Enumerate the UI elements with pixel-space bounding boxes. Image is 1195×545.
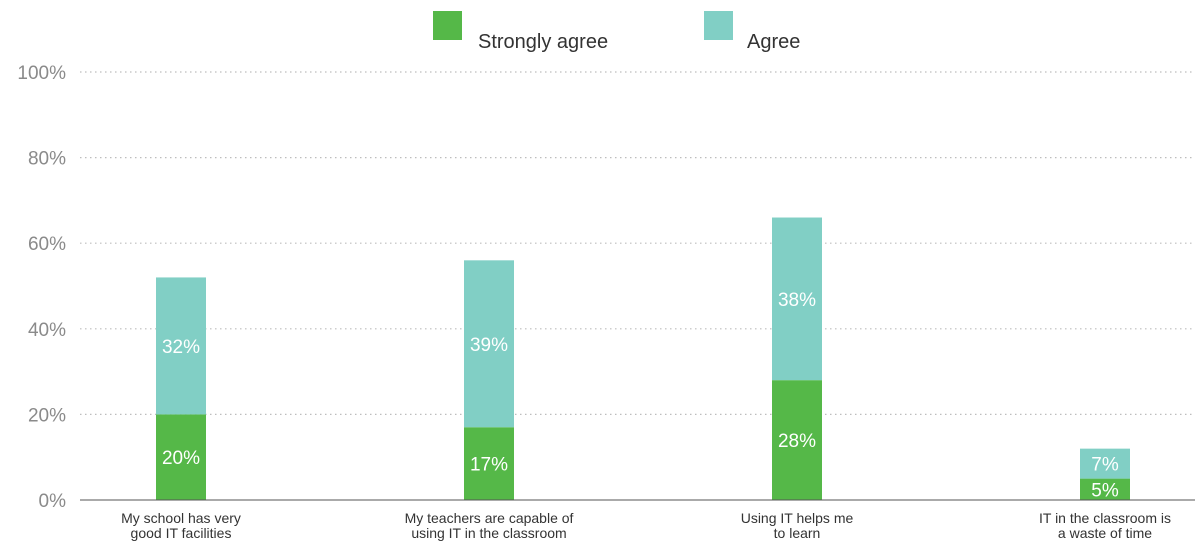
bar-agree <box>772 217 822 381</box>
data-label: 32% <box>162 337 200 358</box>
legend: Strongly agree Agree <box>433 11 800 53</box>
bar-strongly-agree <box>772 380 822 500</box>
y-tick-label: 0% <box>39 491 67 512</box>
category-label: My school has very good IT facilities <box>121 510 241 541</box>
legend-swatch-agree <box>704 11 733 40</box>
data-label: 38% <box>778 290 816 311</box>
category-labels: My school has very good IT facilities My t… <box>121 510 1171 541</box>
data-label: 39% <box>470 335 508 356</box>
y-tick-label: 80% <box>28 149 66 170</box>
data-label: 28% <box>778 431 816 452</box>
data-label: 5% <box>1091 480 1119 501</box>
y-tick-label: 100% <box>17 63 66 84</box>
bar-agree <box>1080 448 1130 479</box>
data-label: 7% <box>1091 455 1119 476</box>
y-tick-label: 20% <box>28 405 66 426</box>
bar-strongly-agree <box>464 427 514 500</box>
legend-label-strongly-agree: Strongly agree <box>478 31 608 53</box>
category-label: Using IT helps me to learn <box>741 510 854 541</box>
y-tick-label: 60% <box>28 234 66 255</box>
legend-swatch-strongly-agree <box>433 11 462 40</box>
data-labels: 20% 32% 17% 39% 28% 38% 5% 7% <box>162 290 1119 501</box>
y-axis-tick-labels: 0% 20% 40% 60% 80% 100% <box>17 63 66 512</box>
bar-agree <box>156 277 206 415</box>
data-label: 17% <box>470 455 508 476</box>
bar-strongly-agree <box>156 414 206 500</box>
category-label: IT in the classroom is a waste of time <box>1039 510 1171 541</box>
legend-label-agree: Agree <box>747 31 800 53</box>
y-tick-label: 40% <box>28 320 66 341</box>
category-label: My teachers are capable of using IT in th… <box>405 510 574 541</box>
bars <box>156 217 1130 500</box>
bar-agree <box>464 260 514 428</box>
data-label: 20% <box>162 448 200 469</box>
gridlines <box>80 71 1195 415</box>
bar-strongly-agree <box>1080 478 1130 500</box>
